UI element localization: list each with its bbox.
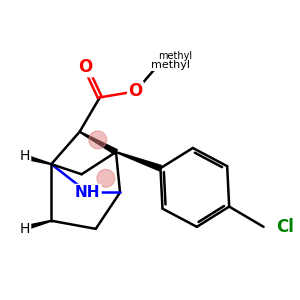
- Polygon shape: [28, 156, 51, 164]
- Text: H: H: [20, 149, 30, 163]
- Circle shape: [89, 131, 107, 149]
- Text: O: O: [79, 58, 93, 76]
- Polygon shape: [28, 220, 51, 229]
- Polygon shape: [80, 131, 117, 154]
- Text: methyl: methyl: [158, 51, 193, 61]
- Text: O: O: [128, 82, 142, 100]
- Text: NH: NH: [75, 185, 100, 200]
- Text: methyl: methyl: [151, 60, 190, 70]
- Circle shape: [97, 169, 115, 187]
- Text: H: H: [20, 222, 30, 236]
- Text: Cl: Cl: [276, 218, 294, 236]
- Polygon shape: [116, 152, 161, 171]
